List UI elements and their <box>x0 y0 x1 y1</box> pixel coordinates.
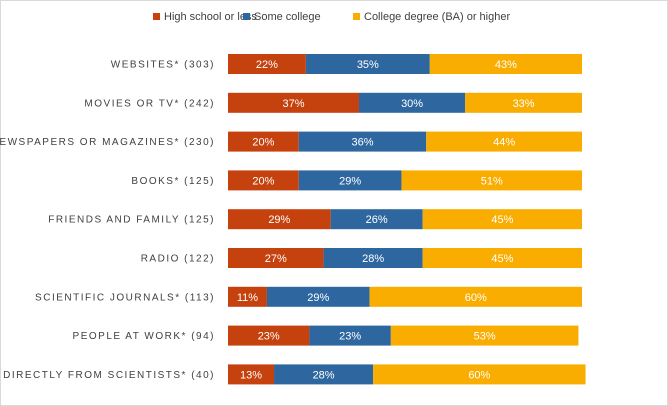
bar-8-2 <box>373 364 586 385</box>
bar-7-0 <box>228 325 310 346</box>
value-label-7-0: 23% <box>258 331 280 343</box>
category-label-2: NEWSPAPERS OR MAGAZINES* (230) <box>0 137 215 148</box>
bar-3-0 <box>228 170 299 191</box>
category-label-3: BOOKS* (125) <box>131 176 215 187</box>
value-label-6-1: 29% <box>307 292 329 304</box>
value-label-7-2: 53% <box>474 331 496 343</box>
legend-label-2: College degree (BA) or higher <box>364 11 510 23</box>
bar-3-2 <box>401 170 582 191</box>
bar-2-2 <box>426 131 582 152</box>
value-label-4-0: 29% <box>268 214 290 226</box>
legend-label-1: Some college <box>254 11 321 23</box>
bar-0-1 <box>305 54 430 74</box>
bar-5-0 <box>228 248 324 268</box>
bar-4-0 <box>228 209 331 230</box>
value-label-4-2: 45% <box>491 214 513 226</box>
value-label-1-2: 33% <box>513 98 535 110</box>
value-label-5-0: 27% <box>265 253 287 265</box>
value-label-8-0: 13% <box>240 369 262 381</box>
value-label-1-1: 30% <box>401 98 423 110</box>
bar-8-0 <box>228 364 275 385</box>
category-label-4: FRIENDS AND FAMILY (125) <box>48 215 215 226</box>
bar-6-2 <box>369 286 582 307</box>
bar-5-2 <box>422 248 582 268</box>
value-labels: 22% 35% 43% 37% 30% 33% 20% 36% 44% 20% 29% 51% 29% 2… <box>237 59 535 381</box>
value-label-7-1: 23% <box>339 331 361 343</box>
value-label-8-1: 28% <box>313 369 335 381</box>
value-label-2-1: 36% <box>352 137 374 149</box>
bar-7-1 <box>309 325 391 346</box>
legend-swatch-0 <box>153 13 160 20</box>
value-label-0-0: 22% <box>256 59 278 71</box>
value-label-6-2: 60% <box>465 292 487 304</box>
bar-6-1 <box>266 286 370 307</box>
value-label-3-1: 29% <box>339 175 361 187</box>
legend-label-0: High school or less <box>164 11 257 23</box>
bar-1-1 <box>358 92 466 113</box>
bar-1-0 <box>228 92 359 113</box>
bar-6-0 <box>228 286 267 307</box>
value-label-8-2: 60% <box>468 369 490 381</box>
legend-swatch-2 <box>353 13 360 20</box>
value-label-2-0: 20% <box>252 137 274 149</box>
value-label-5-2: 45% <box>491 253 513 265</box>
bar-5-1 <box>323 248 423 268</box>
value-label-3-0: 20% <box>252 175 274 187</box>
category-label-7: PEOPLE AT WORK* (94) <box>73 331 215 342</box>
bar-7-2 <box>390 325 579 346</box>
bar-8-1 <box>274 364 374 385</box>
bar-2-0 <box>228 131 299 152</box>
bars <box>228 54 586 385</box>
value-label-2-2: 44% <box>493 137 515 149</box>
value-label-0-1: 35% <box>357 59 379 71</box>
value-label-5-1: 28% <box>362 253 384 265</box>
category-labels: WEBSITES* (303) MOVIES OR TV* (242) NEWSPA… <box>0 60 215 381</box>
category-label-1: MOVIES OR TV* (242) <box>84 98 215 109</box>
bar-4-2 <box>422 209 582 230</box>
value-label-0-2: 43% <box>495 59 517 71</box>
bar-0-0 <box>228 54 306 74</box>
bar-1-2 <box>465 92 582 113</box>
bar-3-1 <box>298 170 402 191</box>
legend-swatch-1 <box>243 13 250 20</box>
bar-4-1 <box>330 209 423 230</box>
bar-0-2 <box>429 54 582 74</box>
category-label-5: RADIO (122) <box>141 254 215 265</box>
value-label-6-0: 11% <box>237 292 258 304</box>
value-label-3-2: 51% <box>481 175 503 187</box>
category-label-6: SCIENTIFIC JOURNALS* (113) <box>35 292 215 303</box>
value-label-1-0: 37% <box>282 98 304 110</box>
category-label-8: DIRECTLY FROM SCIENTISTS* (40) <box>3 370 215 381</box>
category-label-0: WEBSITES* (303) <box>111 60 215 71</box>
bar-2-1 <box>298 131 427 152</box>
value-label-4-1: 26% <box>366 214 388 226</box>
